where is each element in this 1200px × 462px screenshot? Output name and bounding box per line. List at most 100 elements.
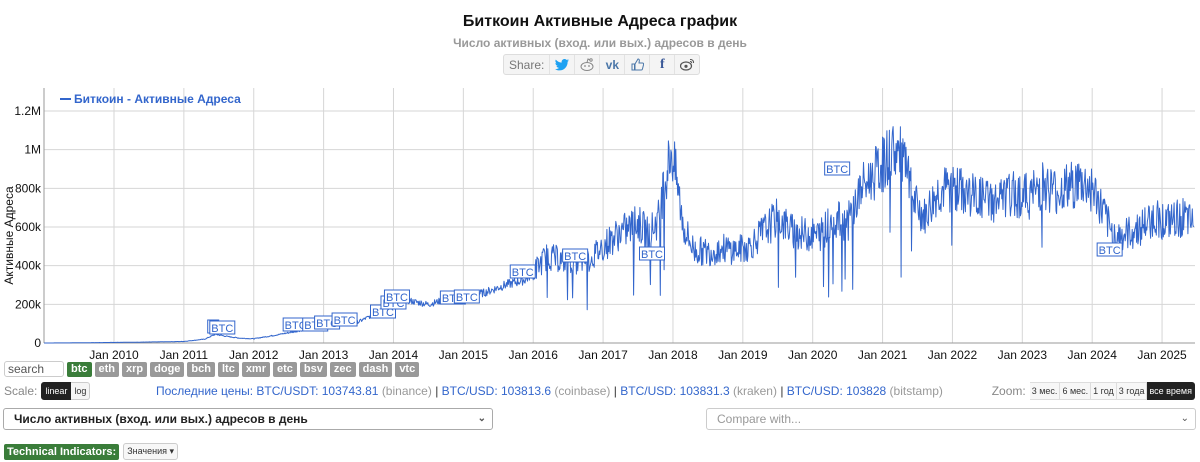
btc-annotation[interactable]: BTC [638,246,665,261]
legend-label: Биткоин - Активные Адреса [74,92,241,106]
btc-annotation[interactable]: BTC [331,312,358,327]
x-tick-label: Jan 2011 [160,348,209,360]
exchange-binance: (binance) [381,384,432,398]
coin-dash[interactable]: dash [358,361,393,377]
weibo-icon[interactable] [674,55,699,74]
btc-annotation[interactable]: BTC [562,248,589,263]
metric-select[interactable]: Число активных (вход. или вых.) адресов … [3,408,493,430]
x-tick-label: Jan 2018 [648,348,698,360]
exchange-coinbase: (coinbase) [554,384,611,398]
coin-bsv[interactable]: bsv [299,361,327,377]
svg-text:BTC: BTC [641,249,663,261]
technical-indicators: Technical Indicators: Значения ▾ [4,443,179,460]
scale-control: Scale: linear log [4,382,91,400]
legend[interactable]: Биткоин - Активные Адреса [60,92,241,106]
chart-title: Биткоин Активные Адреса график [462,13,738,30]
x-tick-label: Jan 2024 [1067,348,1117,360]
svg-text:BTC: BTC [456,292,478,304]
coin-doge[interactable]: doge [150,361,185,377]
separator: | [780,384,784,398]
series-line [44,126,1194,344]
coin-bch[interactable]: bch [187,361,215,377]
y-tick-label: 1M [24,143,41,157]
vk-icon[interactable]: vk [599,55,624,74]
y-tick-label: 400k [15,259,42,273]
svg-text:BTC: BTC [334,315,356,327]
prices-label: Последние цены: [156,384,254,398]
compare-placeholder: Compare with... [717,412,802,426]
zoom-1y-button[interactable]: 1 год [1091,382,1117,400]
x-tick-label: Jan 2016 [509,348,559,360]
x-tick-label: Jan 2025 [1137,348,1187,360]
x-tick-label: Jan 2012 [229,348,279,360]
twitter-icon[interactable] [549,55,574,74]
y-tick-label: 600k [15,220,42,234]
share-bar: Share: vk f [503,54,701,75]
coin-btc[interactable]: btc [67,361,92,377]
separator: | [435,384,439,398]
x-tick-label: Jan 2013 [299,348,349,360]
x-tick-label: Jan 2015 [439,348,489,360]
separator: | [613,384,617,398]
metric-select-value: Число активных (вход. или вых.) адресов … [14,412,308,426]
svg-text:BTC: BTC [564,251,586,263]
coin-vtc[interactable]: vtc [395,361,420,377]
zoom-3m-button[interactable]: 3 мес. [1029,382,1061,400]
search-input[interactable]: search [4,361,64,377]
facebook-icon[interactable]: f [649,55,674,74]
price-kraken[interactable]: BTC/USD: 103831.3 [620,384,730,398]
chart-subtitle: Число активных (вход. или вых.) адресов … [453,36,747,50]
svg-text:BTC: BTC [211,323,233,335]
coin-etc[interactable]: etc [273,361,297,377]
latest-prices: Последние цены: BTC/USDT: 103743.81 (bin… [156,384,943,398]
coin-selector: search btc eth xrp doge bch ltc xmr etc … [4,361,420,377]
indicators-dropdown-label: Значения [127,446,167,456]
btc-annotation[interactable]: BTC [383,289,410,304]
price-binance[interactable]: BTC/USDT: 103743.81 [256,384,379,398]
btc-annotation[interactable]: BTC [1096,242,1123,257]
compare-select[interactable]: Compare with... ⌄ [706,408,1196,430]
y-tick-label: 200k [15,297,42,311]
like-icon[interactable] [624,55,649,74]
svg-text:BTC: BTC [372,307,394,319]
scale-linear-button[interactable]: linear [41,382,72,400]
y-axis-title: Активные Адреса [2,186,16,285]
price-bitstamp[interactable]: BTC/USD: 103828 [786,384,887,398]
price-coinbase[interactable]: BTC/USD: 103813.6 [441,384,552,398]
x-tick-label: Jan 2017 [578,348,628,360]
reddit-icon[interactable] [574,55,599,74]
y-tick-label: 0 [34,336,41,350]
btc-annotation[interactable]: BTC [509,264,536,279]
btc-annotation[interactable]: BTC [453,289,480,304]
svg-text:BTC: BTC [285,320,307,332]
x-tick-label: Jan 2019 [718,348,768,360]
x-tick-label: Jan 2021 [858,348,908,360]
svg-text:BTC: BTC [1099,245,1121,257]
coin-ltc[interactable]: ltc [217,361,239,377]
btc-annotation[interactable]: BTC [209,320,236,335]
chevron-down-icon: ⌄ [477,413,486,424]
btc-annotation[interactable]: BTC [824,161,851,176]
coin-eth[interactable]: eth [94,361,119,377]
scale-label: Scale: [4,384,38,398]
zoom-all-button[interactable]: все время [1147,382,1195,400]
y-tick-label: 800k [15,181,42,195]
coin-xrp[interactable]: xrp [122,361,148,377]
zoom-label: Zoom: [991,384,1026,398]
zoom-3y-button[interactable]: 3 года [1116,382,1148,400]
x-tick-label: Jan 2022 [928,348,978,360]
coin-xmr[interactable]: xmr [241,361,270,377]
x-tick-label: Jan 2014 [369,348,419,360]
indicators-dropdown[interactable]: Значения ▾ [123,443,179,460]
scale-log-button[interactable]: log [71,382,91,400]
y-tick-label: 1.2M [14,104,41,118]
svg-text:BTC: BTC [826,164,848,176]
exchange-bitstamp: (bitstamp) [889,384,943,398]
zoom-control: Zoom: 3 мес. 6 мес. 1 год 3 года все вре… [992,382,1195,400]
coin-zec[interactable]: zec [329,361,356,377]
x-tick-label: Jan 2010 [89,348,139,360]
zoom-6m-button[interactable]: 6 мес. [1060,382,1092,400]
exchange-kraken: (kraken) [732,384,777,398]
chart-area[interactable]: Jan 2010 Jan 2011 Jan 2012 Jan 2013 Jan 2014… [0,82,1200,360]
share-label: Share: [509,57,545,72]
